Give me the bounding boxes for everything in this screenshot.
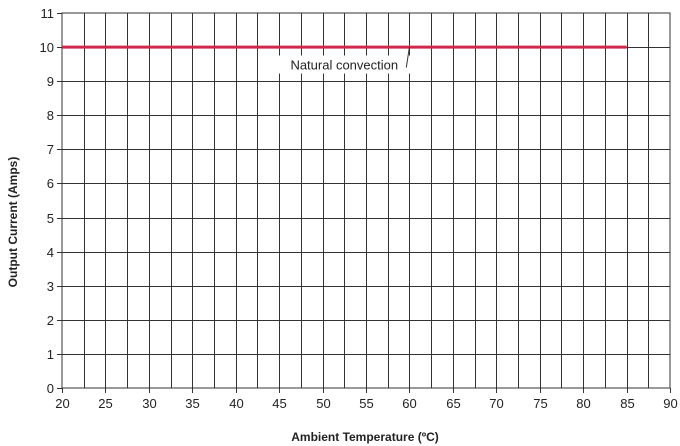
x-tick-label: 80 — [576, 396, 590, 411]
x-tick-label: 60 — [402, 396, 416, 411]
x-tick-label: 85 — [620, 396, 634, 411]
y-tick-label: 6 — [47, 176, 54, 191]
x-tick-label: 70 — [489, 396, 503, 411]
x-tick-label: 35 — [185, 396, 199, 411]
y-axis-title: Output Current (Amps) — [6, 157, 20, 288]
x-tick-label: 45 — [272, 396, 286, 411]
y-tick-label: 9 — [47, 74, 54, 89]
y-tick-label: 0 — [47, 381, 54, 396]
y-tick-label: 7 — [47, 142, 54, 157]
x-tick-label: 30 — [142, 396, 156, 411]
x-tick-label: 25 — [98, 396, 112, 411]
y-tick-label: 4 — [47, 245, 54, 260]
x-tick-label: 90 — [663, 396, 677, 411]
y-tick-label: 2 — [47, 313, 54, 328]
x-axis-title: Ambient Temperature (ºC) — [291, 430, 439, 444]
y-tick-label: 10 — [40, 40, 54, 55]
x-tick-label: 40 — [229, 396, 243, 411]
x-tick-label: 65 — [446, 396, 460, 411]
y-tick-label: 8 — [47, 108, 54, 123]
y-tick-label: 1 — [47, 347, 54, 362]
x-tick-label: 50 — [316, 396, 330, 411]
y-tick-label: 3 — [47, 279, 54, 294]
x-tick-label: 75 — [533, 396, 547, 411]
x-tick-label: 55 — [359, 396, 373, 411]
y-tick-label: 11 — [41, 6, 55, 21]
annotation-label: Natural convection — [290, 58, 398, 73]
y-tick-label: 5 — [47, 211, 54, 226]
x-tick-label: 20 — [55, 396, 69, 411]
